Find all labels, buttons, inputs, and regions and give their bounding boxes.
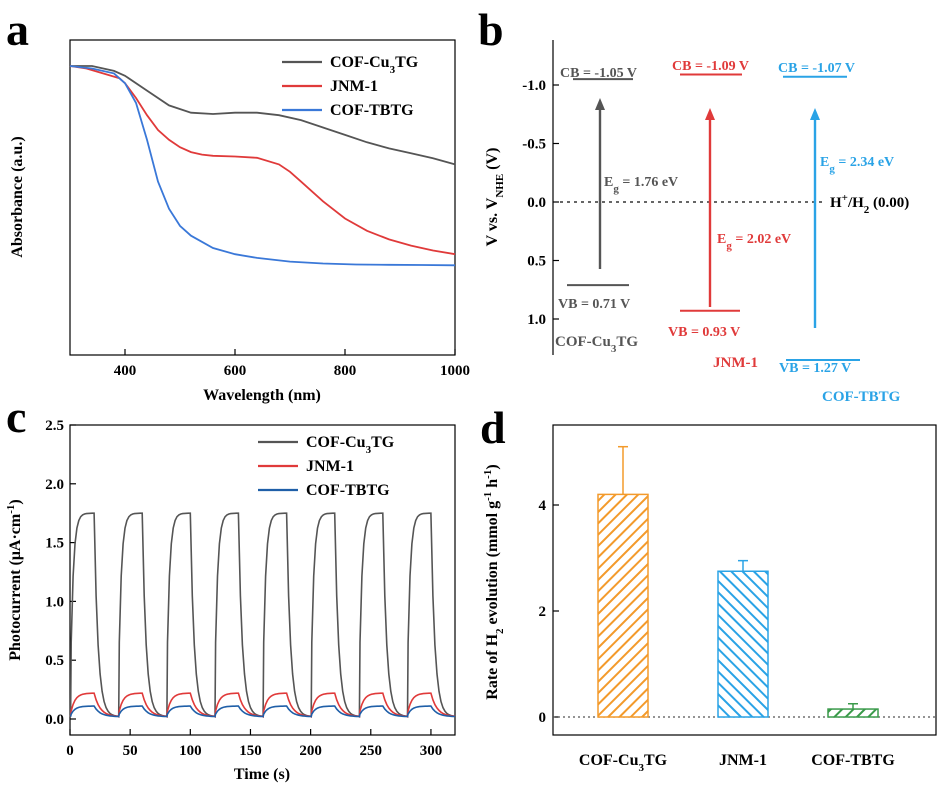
- panel-d-category-label-0: COF-Cu3TG: [579, 752, 668, 774]
- panel-c-ytick-label: 1.0: [45, 594, 64, 610]
- panel-c-series-line-2: [69, 705, 456, 718]
- panel-c-xtick-label: 50: [123, 743, 138, 759]
- panel-b-ytick-label: -1.0: [522, 78, 546, 94]
- panel-b-arrowhead-0: [595, 98, 605, 110]
- panel-b-cb-label-0: CB = -1.05 V: [560, 66, 637, 81]
- panel-a-xlabel: Wavelength (nm): [203, 387, 321, 404]
- panel-c-ytick-label: 0.5: [45, 653, 64, 669]
- panel-a-xtick-label: 800: [334, 363, 357, 379]
- panel-c-xlabel: Time (s): [234, 766, 290, 783]
- panel-a-legend-label-2: COF-TBTG: [330, 102, 414, 119]
- panel-d-frame: [552, 424, 937, 736]
- panel-c-series-line-0: [69, 512, 456, 718]
- panel-c-ytick-label: 2.0: [45, 477, 64, 493]
- panel-a-xtick-label: 400: [114, 363, 137, 379]
- panel-d-category-label-1: JNM-1: [719, 752, 767, 769]
- panel-b-cb-label-2: CB = -1.07 V: [778, 61, 855, 76]
- panel-a-legend-label-1: JNM-1: [330, 78, 378, 95]
- panel-b-eg-label-0: Eg = 1.76 eV: [604, 175, 678, 195]
- panel-d-ytick-label: 0: [539, 710, 547, 726]
- panel-d-ytick-label: 4: [539, 498, 547, 514]
- panel-b-material-name-0: COF-Cu3TG: [555, 334, 638, 355]
- panel-b-ylabel: V vs. VNHE (V): [484, 148, 506, 247]
- panel-d-h2-bar-chart: 0 2 4 COF-Cu3TG JNM-1 COF-TBTG Rate of H2 ev…: [482, 424, 937, 774]
- panel-b-material-name-2: COF-TBTG: [822, 389, 901, 405]
- panel-d-bar-0: [597, 493, 649, 718]
- panel-b-ytick-label: 0.0: [527, 195, 546, 211]
- panel-b-vb-label-0: VB = 0.71 V: [558, 297, 630, 312]
- panel-c-ylabel: Photocurrent (μA·cm-1): [5, 499, 24, 660]
- panel-b-eg-label-2: Eg = 2.34 eV: [820, 155, 894, 175]
- panel-b-band-diagram: -1.0 -0.5 0.0 0.5 1.0 H+/H2 (0.00) CB = -1.05…: [484, 40, 909, 405]
- panel-label-b: b: [478, 4, 504, 55]
- panel-b-vb-label-1: VB = 0.93 V: [668, 325, 740, 340]
- panel-d-bar-1: [717, 570, 769, 718]
- panel-c-xtick-label: 150: [239, 743, 262, 759]
- panel-c-photocurrent-chart: 0 50 100 150 200 250 300 0.0 0.5 1.0 1.5 2.0 2.5 COF…: [5, 418, 456, 783]
- panel-b-ytick-label: 0.5: [527, 254, 546, 270]
- panel-a-ylabel: Absorbance (a.u.): [9, 136, 26, 257]
- panel-c-legend-label-2: COF-TBTG: [306, 482, 390, 499]
- panel-a-absorbance-chart: 400 600 800 1000 COF-Cu3TG JNM-1 COF-TBTG Wav…: [9, 39, 470, 404]
- panel-d-ylabel: Rate of H2 evolution (mmol g-1 h-1): [482, 464, 506, 699]
- panel-c-xtick-label: 100: [179, 743, 202, 759]
- panel-a-series-line-1: [69, 65, 456, 256]
- panel-c-xtick-label: 0: [66, 743, 74, 759]
- panel-a-series-line-2: [69, 65, 456, 267]
- panel-c-xtick-label: 300: [420, 743, 443, 759]
- panel-a-frame: [69, 39, 456, 356]
- panel-label-a: a: [6, 4, 29, 55]
- panel-b-ytick-label: -0.5: [522, 137, 546, 153]
- panel-b-eg-label-1: Eg = 2.02 eV: [717, 232, 791, 252]
- panel-d-ytick-label: 2: [539, 604, 547, 620]
- panel-b-arrowhead-2: [810, 108, 820, 120]
- panel-d-category-label-2: COF-TBTG: [811, 752, 895, 769]
- panel-b-cb-label-1: CB = -1.09 V: [672, 59, 749, 74]
- panel-label-c: c: [6, 391, 26, 442]
- panel-a-xtick-label: 1000: [440, 363, 470, 379]
- panel-c-ytick-label: 2.5: [45, 418, 64, 434]
- panel-a-xtick-label: 600: [224, 363, 247, 379]
- panel-b-reference-label: H+/H2 (0.00): [830, 192, 909, 216]
- panel-a-legend-label-0: COF-Cu3TG: [330, 54, 419, 76]
- panel-c-xtick-label: 250: [360, 743, 383, 759]
- panel-a-series-line-0: [70, 65, 456, 166]
- panel-b-arrowhead-1: [705, 108, 715, 120]
- panel-c-frame: [69, 424, 456, 736]
- panel-b-vb-label-2: VB = 1.27 V: [779, 361, 851, 376]
- panel-c-legend-label-0: COF-Cu3TG: [306, 434, 395, 456]
- panel-d-bar-2: [827, 708, 879, 718]
- panel-label-d: d: [480, 402, 506, 453]
- panel-c-legend-label-1: JNM-1: [306, 458, 354, 475]
- panel-c-ytick-label: 0.0: [45, 712, 64, 728]
- panel-c-ytick-label: 1.5: [45, 536, 64, 552]
- panel-c-xtick-label: 200: [299, 743, 322, 759]
- panel-b-material-name-1: JNM-1: [713, 355, 758, 371]
- panel-b-ytick-label: 1.0: [527, 312, 546, 328]
